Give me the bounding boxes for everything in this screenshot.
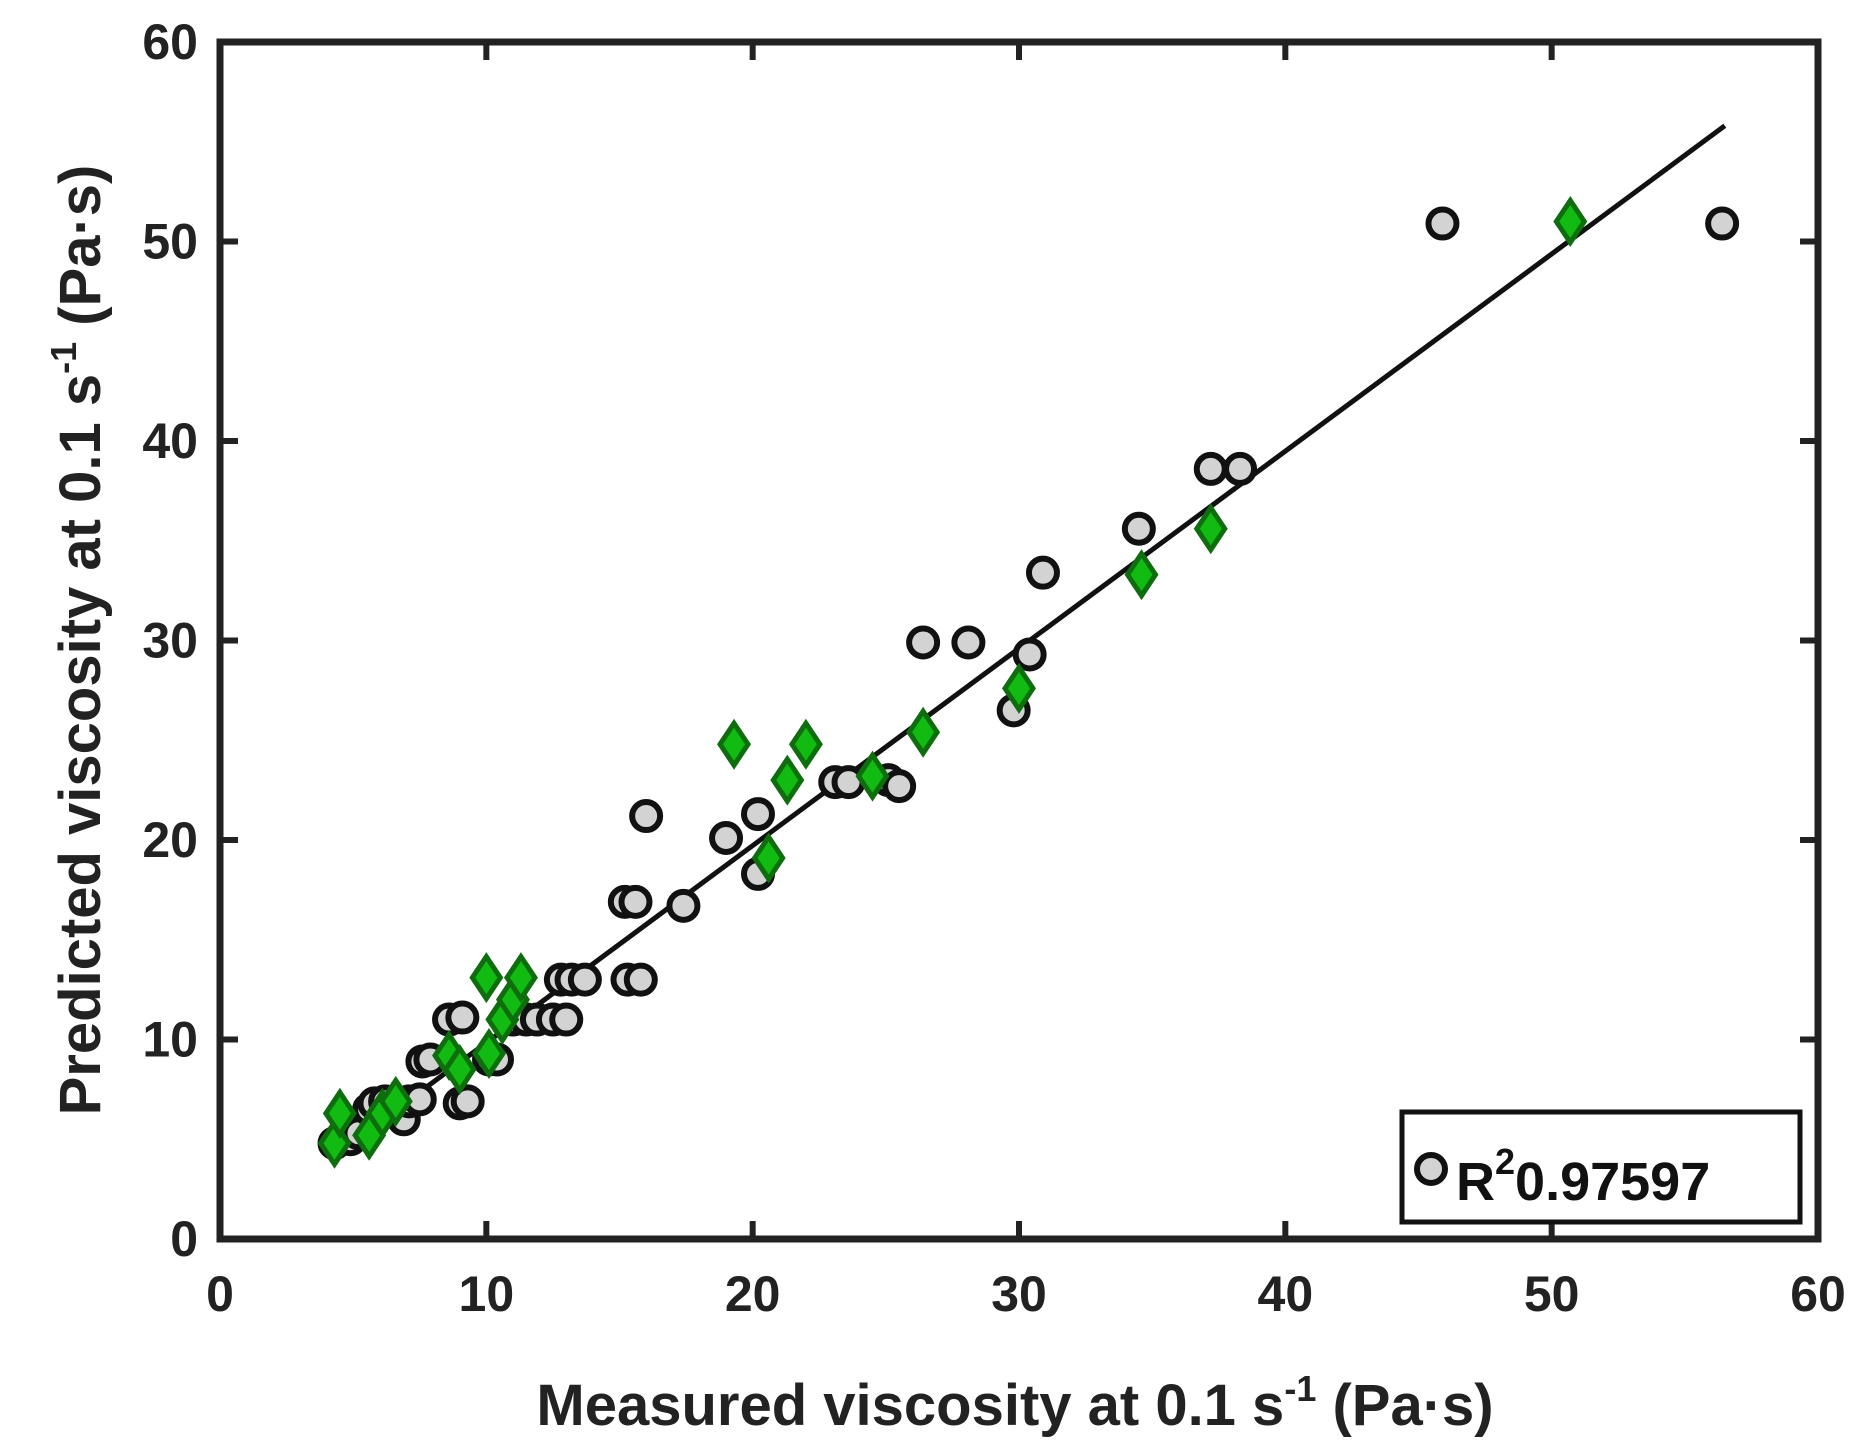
y-tick-label: 50: [142, 214, 198, 270]
x-tick-label: 20: [725, 1266, 781, 1322]
legend: R20.97597: [1399, 1109, 1803, 1225]
data-point-circle: [549, 1002, 584, 1037]
series-test: [317, 196, 1588, 1169]
data-point-circle: [666, 888, 701, 923]
data-point-diamond: [717, 718, 752, 770]
data-point-diamond: [471, 1027, 507, 1079]
data-point-diamond: [1553, 196, 1588, 248]
y-tick-label: 60: [142, 14, 198, 70]
data-point-circle: [740, 797, 775, 832]
y-tick-label: 10: [142, 1012, 198, 1068]
data-point-diamond: [378, 1075, 413, 1127]
data-point-diamond: [788, 718, 823, 770]
data-point-circle: [906, 625, 941, 660]
data-point-circle: [951, 625, 986, 660]
plot-frame: [216, 38, 1822, 1243]
data-point-circle: [1705, 206, 1740, 241]
x-tick-label: 50: [1524, 1266, 1580, 1322]
data-point-diamond: [503, 952, 538, 1004]
data-point-circle: [445, 1000, 480, 1035]
data-point-diamond: [1001, 662, 1037, 714]
y-tick-label: 20: [142, 812, 198, 868]
data-point-circle: [567, 962, 602, 997]
y-tick-label: 30: [142, 613, 198, 669]
data-point-circle: [1425, 206, 1460, 241]
x-tick-label: 0: [206, 1266, 234, 1322]
data-point-diamond: [1124, 549, 1159, 601]
data-point-diamond: [322, 1087, 357, 1139]
y-tick-label: 40: [142, 413, 198, 469]
data-point-diamond: [770, 754, 805, 806]
tick-labels-layer: 0 10 20 30 40 50 60 0 10 20 30 40 50 60: [142, 14, 1845, 1322]
data-point-diamond: [442, 1043, 477, 1095]
data-point-diamond: [1193, 503, 1228, 555]
x-tick-label: 40: [1258, 1266, 1314, 1322]
data-point-circle: [629, 799, 664, 834]
legend-marker-circle: [1414, 1152, 1448, 1186]
x-tick-label: 10: [459, 1266, 515, 1322]
data-points-layer: [317, 196, 1740, 1169]
x-axis-label: Measured viscosity at 0.1 s-1 (Pa·s): [536, 1368, 1493, 1438]
data-point-circle: [1025, 555, 1060, 590]
data-point-circle: [623, 962, 658, 997]
y-tick-label: 0: [170, 1211, 198, 1267]
data-point-diamond: [906, 706, 941, 758]
data-point-diamond: [469, 952, 504, 1004]
data-point-circle: [1193, 451, 1228, 486]
data-point-diamond: [855, 750, 890, 802]
legend-label: R20.97597: [1456, 1141, 1710, 1212]
data-point-circle: [450, 1084, 485, 1119]
data-point-circle: [1121, 511, 1156, 546]
data-point-diamond: [751, 832, 786, 884]
data-point-circle: [709, 821, 744, 856]
y-axis-label: Predicted viscosity at 0.1 s-1 (Pa·s): [43, 165, 113, 1116]
data-point-circle: [618, 884, 653, 919]
data-point-circle: [1012, 637, 1047, 672]
x-tick-label: 60: [1790, 1266, 1846, 1322]
legend-box: [1399, 1109, 1803, 1225]
data-point-circle: [1223, 451, 1258, 486]
data-point-circle: [882, 769, 917, 804]
x-tick-label: 30: [991, 1266, 1047, 1322]
